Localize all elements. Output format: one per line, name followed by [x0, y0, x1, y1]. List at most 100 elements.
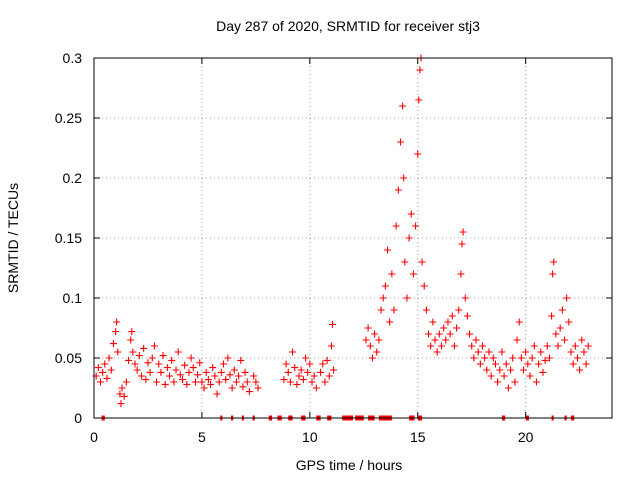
data-point [189, 364, 197, 372]
data-point [461, 294, 469, 302]
data-point [453, 324, 461, 332]
data-point [390, 306, 398, 314]
data-point [548, 312, 556, 320]
data-point [526, 372, 534, 380]
data-point [330, 366, 338, 374]
data-point [125, 356, 133, 364]
data-point [545, 354, 553, 362]
data-point [362, 336, 370, 344]
data-point [502, 360, 510, 368]
data-point [537, 348, 545, 356]
data-point [295, 372, 303, 380]
data-point [418, 258, 426, 266]
data-point [220, 360, 227, 368]
data-point [239, 383, 247, 391]
data-point [366, 342, 374, 350]
y-axis-label: SRMTID / TECUs [5, 183, 21, 293]
data-point [437, 342, 445, 350]
data-point [563, 294, 571, 302]
data-point [196, 359, 204, 367]
data-point [364, 324, 372, 332]
data-point [543, 342, 551, 350]
data-point [532, 378, 540, 386]
data-point [377, 306, 385, 314]
data-point [415, 96, 423, 104]
x-axis-label: GPS time / hours [296, 457, 403, 473]
data-point [213, 390, 221, 398]
data-point [304, 368, 312, 376]
data-point [552, 330, 560, 338]
data-point [401, 258, 409, 266]
data-point [250, 372, 258, 380]
data-point [228, 384, 236, 392]
x-tick-label: 5 [198, 429, 206, 445]
data-point [584, 342, 592, 350]
data-point [399, 102, 407, 110]
data-point [403, 294, 411, 302]
data-point [394, 186, 402, 194]
data-point [435, 330, 443, 338]
data-point [427, 342, 435, 350]
y-tick-label: 0.25 [55, 110, 82, 126]
data-point [457, 270, 465, 278]
data-point [109, 340, 117, 348]
data-point [513, 336, 521, 344]
data-point [209, 364, 217, 372]
data-point [128, 328, 136, 336]
data-point [321, 378, 329, 386]
data-point [388, 270, 396, 278]
data-point [194, 371, 202, 379]
data-point [504, 384, 512, 392]
data-point [481, 354, 489, 362]
y-tick-label: 0.05 [55, 350, 82, 366]
data-point [191, 378, 199, 386]
data-point [448, 312, 456, 320]
data-point [550, 258, 558, 266]
x-tick-label: 15 [410, 429, 426, 445]
data-point [215, 378, 223, 386]
data-point [386, 318, 394, 326]
data-point [94, 364, 102, 372]
data-point [146, 368, 154, 376]
data-point [96, 378, 104, 386]
y-tick-label: 0.3 [63, 50, 83, 66]
data-point [483, 366, 491, 374]
data-point [515, 318, 523, 326]
data-point [157, 368, 165, 376]
data-point [222, 376, 230, 384]
x-tick-label: 10 [302, 429, 318, 445]
data-point [416, 66, 424, 74]
data-point [565, 318, 573, 326]
data-point [571, 342, 579, 350]
data-point [113, 318, 121, 326]
data-point [379, 294, 387, 302]
data-point [235, 372, 243, 380]
data-point [470, 354, 478, 362]
data-point [153, 378, 161, 386]
data-point [440, 324, 448, 332]
data-point [489, 354, 497, 362]
data-point [487, 372, 495, 380]
data-point [420, 282, 428, 290]
data-point [373, 348, 381, 356]
data-point [150, 342, 158, 350]
data-point [368, 354, 376, 362]
data-point [407, 210, 415, 218]
data-point [176, 371, 184, 379]
data-point [107, 366, 115, 374]
data-point [556, 324, 564, 332]
data-point [163, 364, 171, 372]
data-point [118, 384, 126, 392]
data-point [198, 378, 206, 386]
data-point [120, 392, 128, 400]
data-point [161, 380, 169, 388]
data-point [178, 376, 186, 384]
data-point [327, 342, 335, 350]
data-point [293, 380, 301, 388]
data-point [241, 368, 249, 376]
data-point [479, 342, 486, 350]
data-point [474, 348, 482, 356]
data-point [409, 270, 417, 278]
data-point [414, 150, 422, 158]
